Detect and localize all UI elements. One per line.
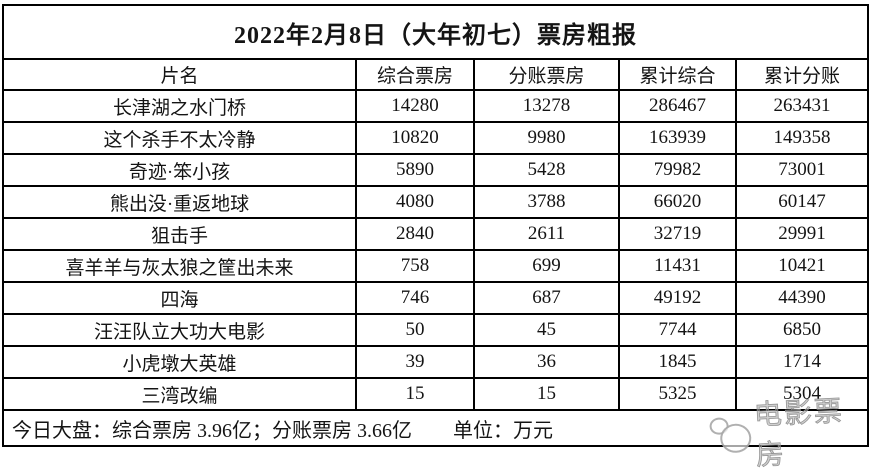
daily-split-cell: 5428 — [473, 153, 620, 187]
cum-gross-cell: 32719 — [618, 217, 737, 251]
daily-gross-cell: 14280 — [355, 89, 475, 123]
daily-split-cell: 15 — [473, 377, 620, 411]
cum-split-cell: 44390 — [735, 281, 869, 315]
cum-split-cell: 29991 — [735, 217, 869, 251]
cum-gross-cell: 163939 — [618, 121, 737, 155]
header-row: 片名 综合票房 分账票房 累计综合 累计分账 — [2, 58, 869, 91]
page-title: 2022年2月8日（大年初七）票房粗报 — [2, 4, 869, 60]
movie-name: 汪汪队立大功大电影 — [2, 313, 357, 347]
daily-split-cell: 2611 — [473, 217, 620, 251]
cum-split-cell: 73001 — [735, 153, 869, 187]
movie-name: 这个杀手不太冷静 — [2, 121, 357, 155]
boxoffice-table: 2022年2月8日（大年初七）票房粗报 片名 综合票房 分账票房 累计综合 累计… — [2, 4, 869, 447]
footer-cell: 今日大盘：综合票房 3.96亿；分账票房 3.66亿 单位：万元 — [2, 409, 869, 447]
daily-gross-cell: 758 — [355, 249, 475, 283]
movie-name: 熊出没·重返地球 — [2, 185, 357, 219]
footer-row: 今日大盘：综合票房 3.96亿；分账票房 3.66亿 单位：万元 — [2, 409, 869, 447]
cum-split-cell: 10421 — [735, 249, 869, 283]
table-row: 四海 746 687 49192 44390 — [2, 281, 869, 315]
cum-split-cell: 149358 — [735, 121, 869, 155]
cum-gross-cell: 286467 — [618, 89, 737, 123]
movie-name: 长津湖之水门桥 — [2, 89, 357, 123]
cum-gross-cell: 79982 — [618, 153, 737, 187]
daily-gross-cell: 5890 — [355, 153, 475, 187]
daily-split-cell: 687 — [473, 281, 620, 315]
cum-split-cell: 60147 — [735, 185, 869, 219]
table-row: 喜羊羊与灰太狼之筐出未来 758 699 11431 10421 — [2, 249, 869, 283]
daily-gross-cell: 4080 — [355, 185, 475, 219]
title-row: 2022年2月8日（大年初七）票房粗报 — [2, 4, 869, 60]
cum-gross-cell: 5325 — [618, 377, 737, 411]
cum-gross-cell: 7744 — [618, 313, 737, 347]
cum-split-cell: 6850 — [735, 313, 869, 347]
col-header-name: 片名 — [2, 58, 357, 91]
daily-total-summary: 今日大盘：综合票房 3.96亿；分账票房 3.66亿 — [12, 419, 412, 442]
table-row: 三湾改编 15 15 5325 5304 — [2, 377, 869, 411]
cum-split-cell: 1714 — [735, 345, 869, 379]
daily-split-cell: 3788 — [473, 185, 620, 219]
table-row: 奇迹·笨小孩 5890 5428 79982 73001 — [2, 153, 869, 187]
daily-gross-cell: 15 — [355, 377, 475, 411]
table-row: 小虎墩大英雄 39 36 1845 1714 — [2, 345, 869, 379]
cum-gross-cell: 11431 — [618, 249, 737, 283]
cum-gross-cell: 1845 — [618, 345, 737, 379]
daily-split-cell: 13278 — [473, 89, 620, 123]
unit-note: 单位：万元 — [453, 419, 553, 442]
daily-gross-cell: 746 — [355, 281, 475, 315]
movie-name: 奇迹·笨小孩 — [2, 153, 357, 187]
col-header-daily-gross: 综合票房 — [355, 58, 475, 91]
table-row: 狙击手 2840 2611 32719 29991 — [2, 217, 869, 251]
table-row: 长津湖之水门桥 14280 13278 286467 263431 — [2, 89, 869, 123]
daily-split-cell: 36 — [473, 345, 620, 379]
col-header-cum-gross: 累计综合 — [618, 58, 737, 91]
col-header-cum-split: 累计分账 — [735, 58, 869, 91]
cum-gross-cell: 49192 — [618, 281, 737, 315]
movie-name: 小虎墩大英雄 — [2, 345, 357, 379]
movie-name: 三湾改编 — [2, 377, 357, 411]
col-header-daily-split: 分账票房 — [473, 58, 620, 91]
table-row: 汪汪队立大功大电影 50 45 7744 6850 — [2, 313, 869, 347]
cum-split-cell: 263431 — [735, 89, 869, 123]
movie-name: 四海 — [2, 281, 357, 315]
table-row: 熊出没·重返地球 4080 3788 66020 60147 — [2, 185, 869, 219]
daily-gross-cell: 39 — [355, 345, 475, 379]
daily-split-cell: 9980 — [473, 121, 620, 155]
daily-gross-cell: 10820 — [355, 121, 475, 155]
daily-gross-cell: 2840 — [355, 217, 475, 251]
daily-gross-cell: 50 — [355, 313, 475, 347]
daily-split-cell: 699 — [473, 249, 620, 283]
table-row: 这个杀手不太冷静 10820 9980 163939 149358 — [2, 121, 869, 155]
movie-name: 喜羊羊与灰太狼之筐出未来 — [2, 249, 357, 283]
cum-gross-cell: 66020 — [618, 185, 737, 219]
daily-split-cell: 45 — [473, 313, 620, 347]
movie-name: 狙击手 — [2, 217, 357, 251]
cum-split-cell: 5304 — [735, 377, 869, 411]
